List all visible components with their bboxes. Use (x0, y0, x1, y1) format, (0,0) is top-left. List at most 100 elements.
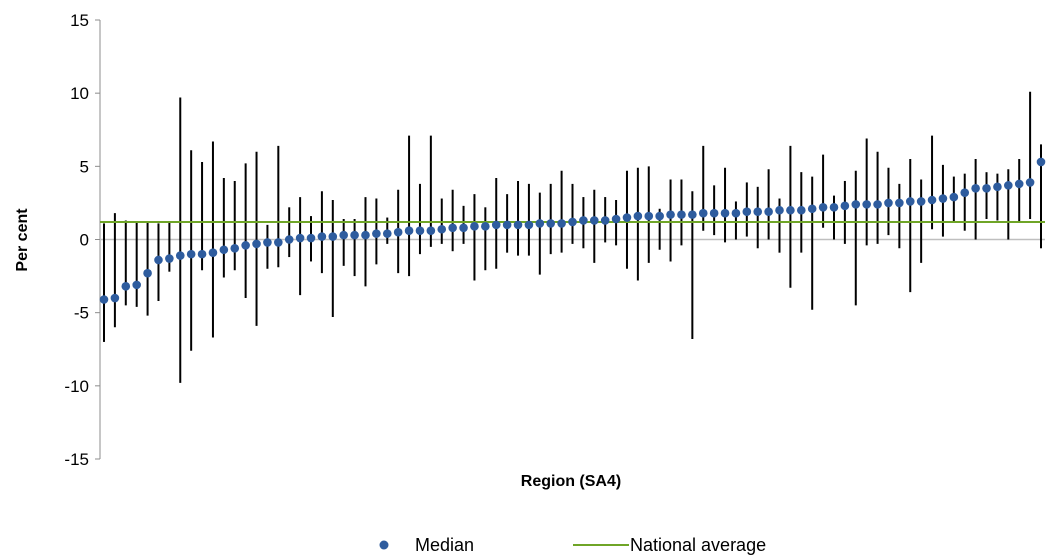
median-point (786, 205, 795, 215)
median-point (546, 219, 556, 228)
median-point (230, 243, 240, 253)
median-point (535, 219, 545, 228)
median-point (274, 238, 283, 247)
median-point (437, 224, 447, 234)
y-axis-title: Per cent (14, 208, 31, 272)
median-point (916, 197, 926, 206)
median-point (775, 205, 784, 215)
median-point (797, 205, 806, 215)
median-point (459, 223, 468, 233)
median-point (807, 204, 817, 214)
median-point (862, 200, 871, 209)
median-point (382, 229, 392, 238)
median-point (426, 226, 436, 236)
y-axis-ticks: 15 10 5 0 -5 -10 -15 (64, 11, 100, 469)
median-point (361, 230, 370, 240)
median-point (927, 195, 937, 205)
y-tick-label: -5 (74, 304, 89, 323)
median-point (295, 233, 305, 243)
legend: Median National average (379, 535, 766, 555)
median-point (132, 280, 141, 290)
median-point (840, 201, 850, 211)
y-tick-label: 15 (70, 11, 89, 30)
median-point (579, 216, 588, 225)
median-point (622, 213, 632, 222)
median-point (481, 222, 490, 231)
median-point (339, 230, 348, 240)
median-point (753, 207, 763, 216)
y-tick-label: 10 (70, 84, 89, 103)
x-axis-title: Region (SA4) (521, 473, 621, 490)
median-point (502, 220, 512, 230)
y-tick-label: -10 (64, 377, 89, 396)
median-point (884, 198, 893, 208)
median-points (99, 157, 1046, 304)
median-point (143, 268, 152, 278)
median-point (971, 183, 980, 193)
median-point (317, 232, 327, 241)
median-point (960, 188, 970, 197)
median-point (99, 295, 109, 304)
median-point (404, 226, 414, 236)
median-point (1004, 181, 1013, 190)
median-point (197, 249, 207, 259)
median-point (905, 197, 915, 206)
median-point (154, 255, 163, 265)
median-point (208, 248, 218, 257)
median-point (448, 223, 457, 233)
legend-median-marker (379, 540, 389, 550)
median-point (731, 208, 741, 218)
median-point (600, 216, 610, 225)
legend-median-label: Median (415, 535, 474, 555)
median-point (393, 227, 403, 237)
median-point (263, 238, 272, 247)
median-point (415, 226, 425, 236)
median-point (644, 211, 654, 221)
median-point (524, 220, 534, 230)
median-point (1014, 179, 1024, 189)
median-point (121, 282, 131, 291)
median-point (982, 183, 991, 193)
median-point (829, 203, 839, 212)
median-point (165, 254, 174, 263)
median-point (851, 200, 861, 209)
median-point (873, 200, 882, 209)
median-point (589, 216, 599, 225)
median-point (938, 194, 948, 203)
median-point (688, 210, 697, 219)
median-point (949, 192, 959, 202)
median-point (1025, 178, 1035, 187)
median-point (219, 245, 229, 255)
median-point (241, 241, 250, 250)
median-point (175, 251, 185, 260)
y-tick-label: -15 (64, 450, 89, 469)
median-point (284, 235, 294, 244)
median-point (677, 210, 686, 219)
median-point (1036, 157, 1046, 167)
median-point (666, 210, 675, 219)
median-point (513, 220, 523, 230)
median-point (491, 220, 501, 230)
median-point (372, 229, 381, 238)
median-point (470, 222, 479, 231)
median-point (895, 198, 904, 208)
median-point (186, 249, 196, 259)
median-point (328, 232, 338, 241)
median-point (655, 211, 664, 221)
median-point (110, 293, 120, 303)
median-point (709, 208, 719, 218)
median-point (764, 207, 773, 216)
legend-national-average-label: National average (630, 535, 766, 555)
median-point (568, 217, 577, 227)
median-point (698, 208, 708, 218)
range-bars (103, 91, 1042, 383)
median-point (306, 233, 316, 243)
median-point (350, 230, 359, 240)
median-point (611, 214, 621, 224)
median-point (742, 207, 752, 216)
median-point (557, 219, 566, 228)
y-tick-label: 0 (80, 231, 89, 250)
median-point (633, 211, 643, 221)
median-point (818, 203, 828, 212)
